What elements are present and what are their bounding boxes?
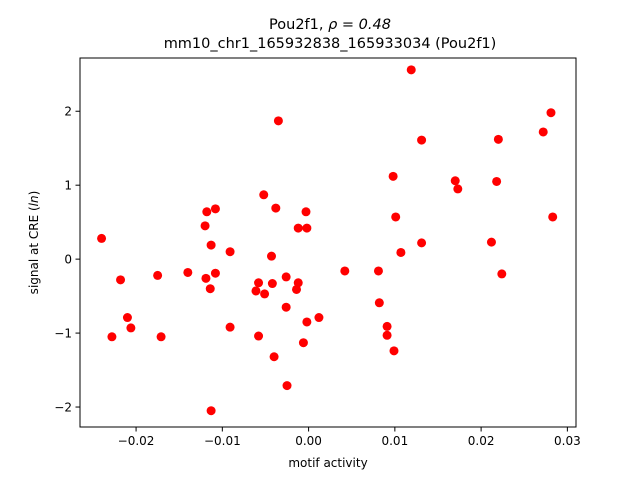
x-tick-label: 0.00	[295, 434, 322, 448]
y-tick-label: −1	[54, 327, 72, 341]
data-point	[388, 171, 398, 181]
data-point	[210, 204, 220, 214]
chart-title-gene: Pou2f1,	[269, 17, 328, 33]
data-point	[373, 266, 383, 276]
data-point	[122, 313, 132, 323]
data-point	[97, 233, 107, 243]
data-point	[210, 268, 220, 278]
data-point	[293, 278, 303, 288]
data-point	[260, 289, 270, 299]
data-point	[206, 240, 216, 250]
data-point	[301, 207, 311, 217]
y-axis-label-italic: ln	[27, 195, 41, 206]
data-point	[493, 134, 503, 144]
x-tick-label: −0.01	[204, 434, 241, 448]
data-point	[298, 338, 308, 348]
data-point	[548, 212, 558, 222]
data-point	[389, 346, 399, 356]
data-point	[374, 298, 384, 308]
data-point	[492, 176, 502, 186]
x-axis-label: motif activity	[288, 456, 367, 470]
chart-title-line1: Pou2f1, ρ = 0.48	[269, 17, 391, 33]
plot-frame	[79, 57, 577, 428]
data-point	[546, 108, 556, 118]
x-tick-label: 0.01	[381, 434, 408, 448]
y-axis-label: signal at CRE (ln)	[27, 191, 41, 295]
data-point	[391, 212, 401, 222]
data-point	[281, 302, 291, 312]
points-layer	[97, 65, 558, 416]
data-point	[382, 330, 392, 340]
data-point	[271, 203, 281, 213]
data-point	[282, 381, 292, 391]
chart-title-rho: ρ = 0.48	[328, 17, 391, 33]
data-point	[340, 266, 350, 276]
y-axis: −2 −1 0 1 2	[54, 105, 80, 415]
data-point	[417, 135, 427, 145]
data-point	[156, 332, 166, 342]
data-point	[417, 238, 427, 248]
data-point	[538, 127, 548, 137]
data-point	[254, 331, 264, 341]
data-point	[116, 275, 126, 285]
x-axis: −0.02 −0.01 0.00 0.01 0.02 0.03	[118, 427, 581, 448]
data-point	[497, 269, 507, 279]
data-point	[269, 352, 279, 362]
data-point	[254, 278, 264, 288]
data-point	[225, 247, 235, 257]
data-point	[302, 317, 312, 327]
data-point	[273, 116, 283, 126]
y-tick-label: 1	[64, 179, 72, 193]
y-axis-label-prefix: signal at CRE (	[27, 206, 41, 294]
data-point	[281, 272, 291, 282]
data-point	[183, 267, 193, 277]
data-point	[202, 207, 212, 217]
data-point	[251, 286, 261, 296]
x-tick-label: 0.02	[468, 434, 495, 448]
x-tick-label: 0.03	[554, 434, 581, 448]
data-point	[126, 323, 136, 333]
data-point	[201, 273, 211, 283]
data-point	[314, 313, 324, 323]
y-axis-label-suffix: )	[27, 191, 41, 196]
data-point	[259, 190, 269, 200]
data-point	[200, 221, 210, 231]
y-tick-label: 0	[64, 253, 72, 267]
data-point	[205, 284, 215, 294]
data-point	[267, 251, 276, 261]
data-point	[406, 65, 416, 75]
data-point	[206, 406, 216, 416]
data-point	[450, 176, 460, 186]
data-point	[225, 322, 235, 332]
x-tick-label: −0.02	[118, 434, 155, 448]
data-point	[267, 279, 277, 289]
data-point	[302, 223, 312, 233]
data-point	[293, 223, 303, 233]
data-point	[396, 247, 406, 257]
chart-title-line2: mm10_chr1_165932838_165933034 (Pou2f1)	[164, 36, 497, 52]
data-point	[382, 321, 392, 331]
y-tick-label: −2	[54, 401, 72, 415]
data-point	[153, 270, 163, 280]
data-point	[453, 184, 463, 194]
y-tick-label: 2	[64, 105, 72, 119]
data-point	[486, 237, 496, 247]
data-point	[107, 332, 117, 342]
